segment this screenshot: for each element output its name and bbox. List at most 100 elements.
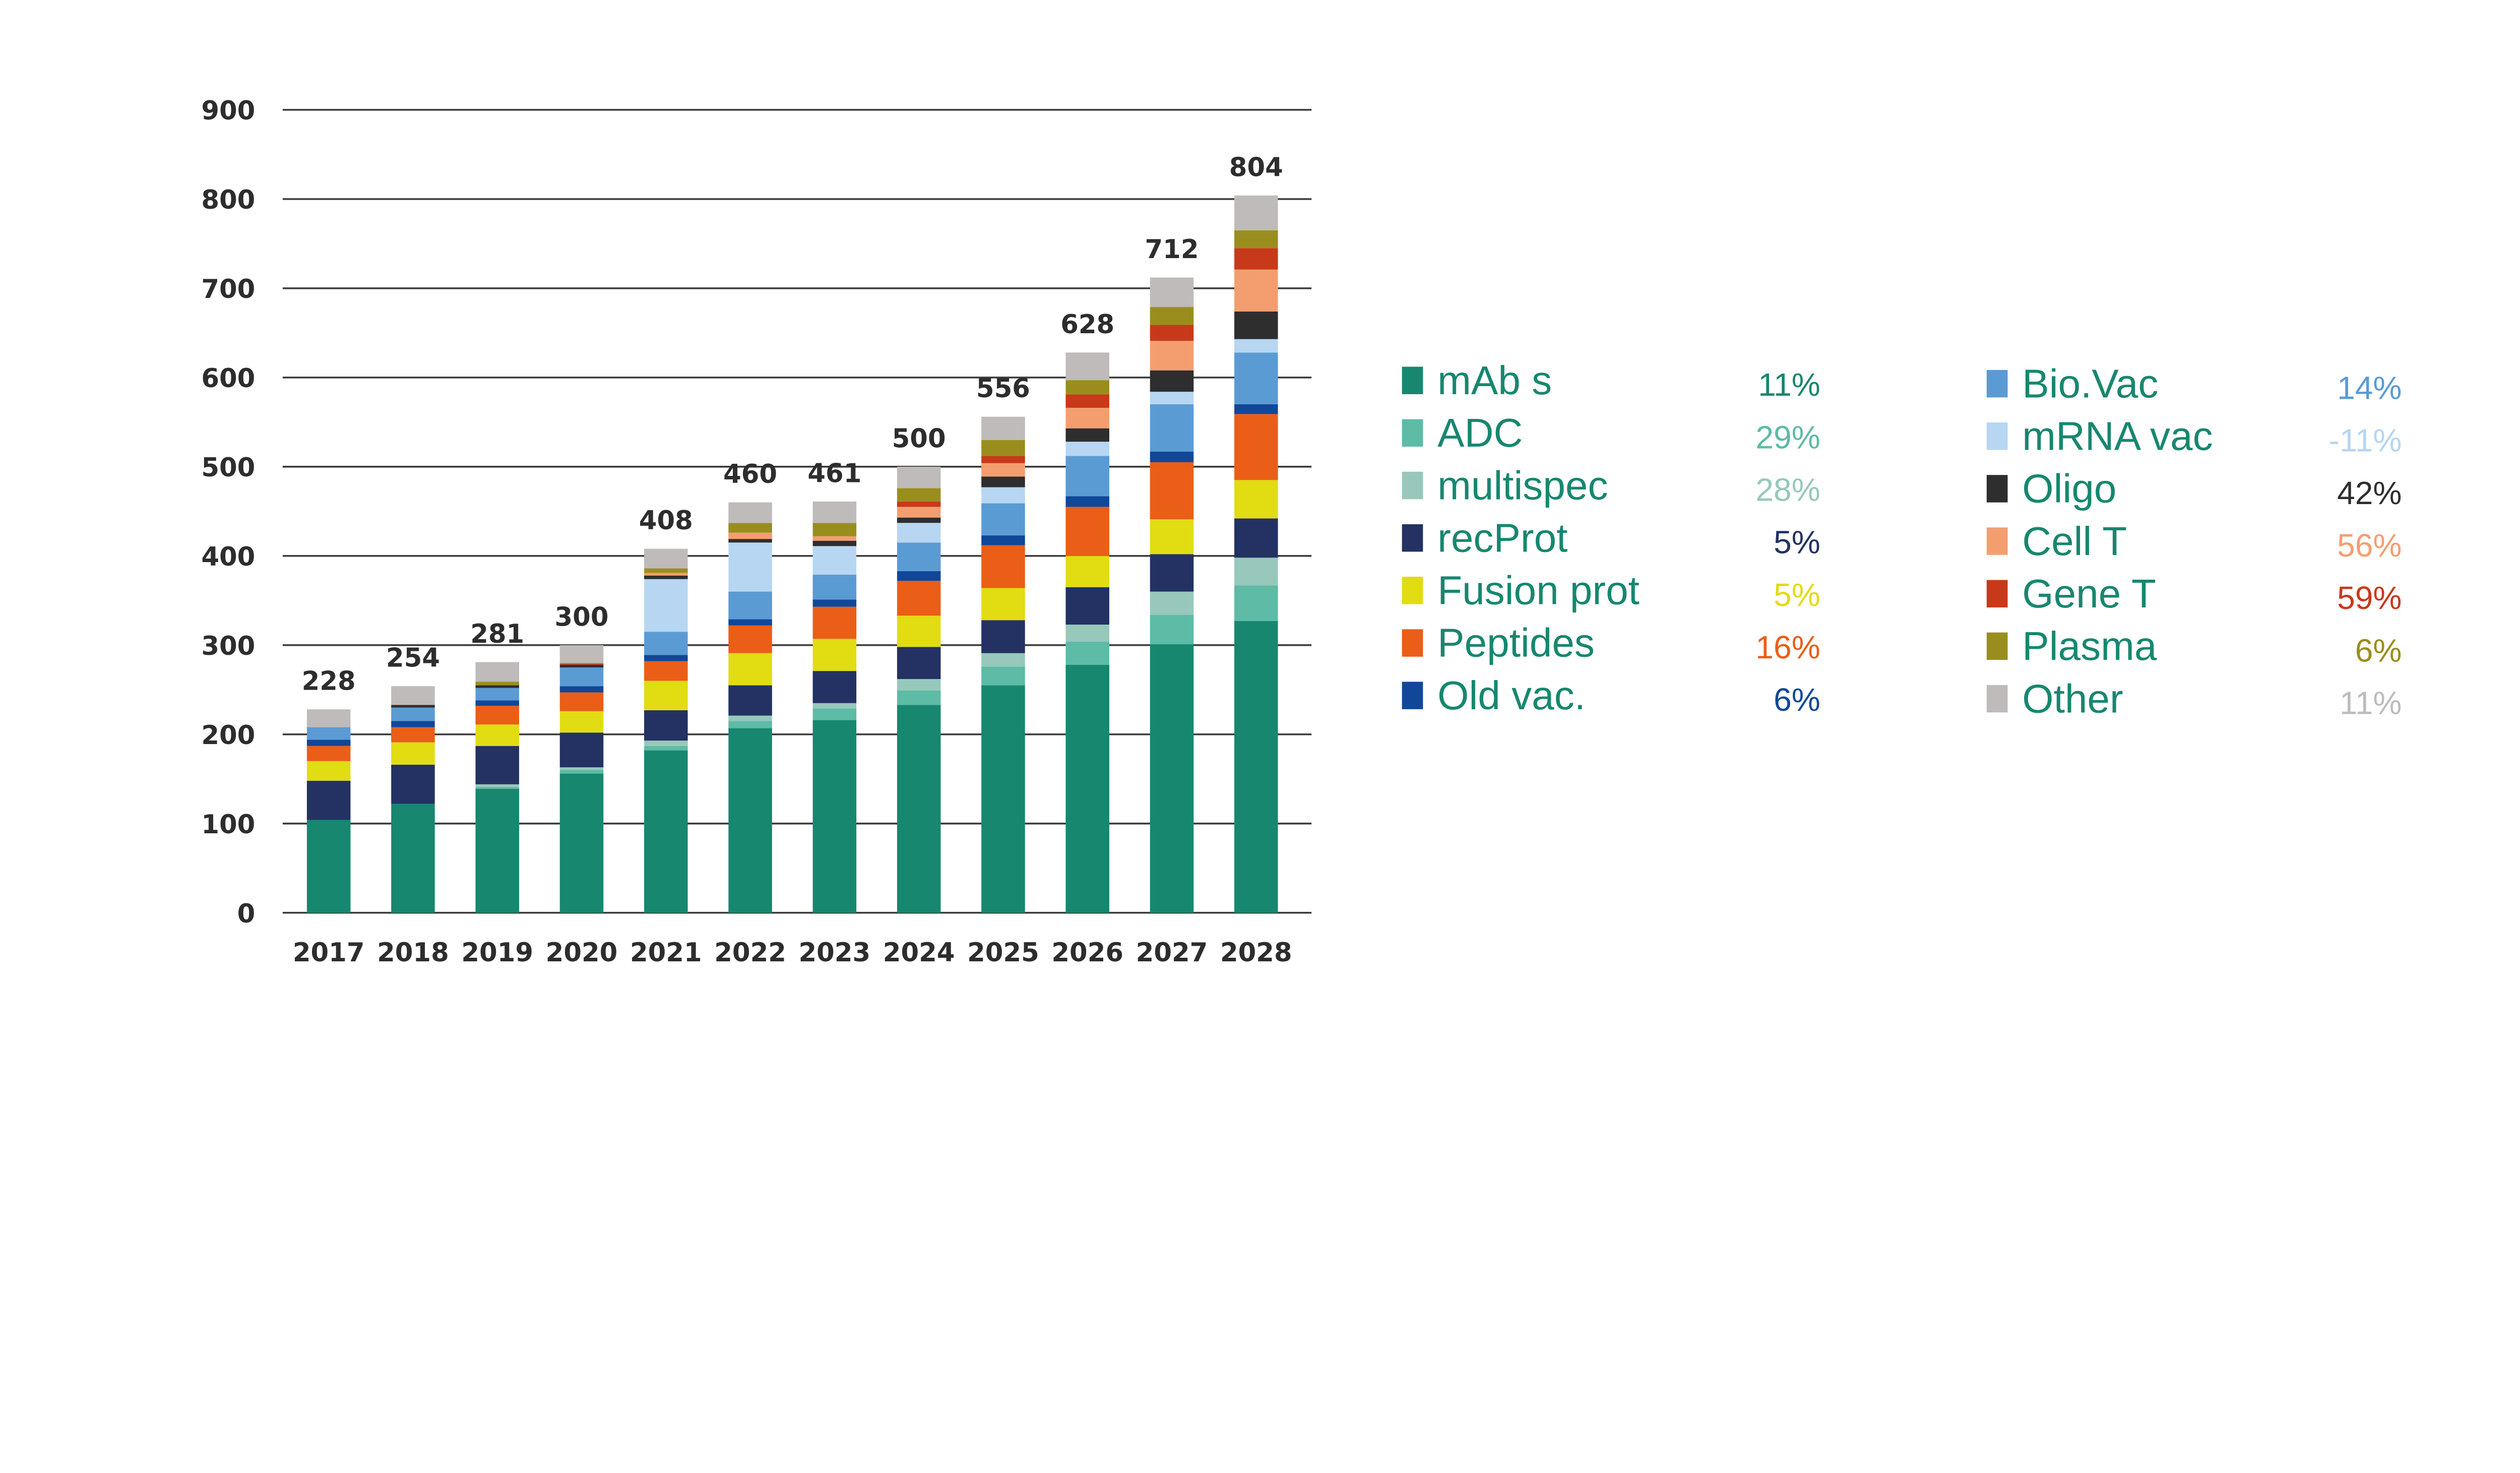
bar-segment-old-vac- (644, 655, 688, 661)
bar-segment-multispec (644, 741, 688, 746)
legend-label: mAb s (1437, 357, 1552, 403)
bar-segment-mab-s (1065, 664, 1109, 913)
total-label: 500 (892, 423, 946, 454)
bar-segment-oligo (812, 540, 857, 546)
legend-item: Cell T 56% (1986, 518, 2402, 564)
bar-segment-bio-vac (897, 542, 941, 571)
legend-item: Fusion prot 5% (1402, 568, 1820, 613)
bar-segment-oligo (475, 685, 519, 688)
bar-segment-gene-t (897, 501, 941, 507)
bar-segment-plasma (644, 568, 688, 573)
bar-segment-plasma (812, 523, 857, 536)
bar-segment-adc (812, 708, 857, 720)
bar-segment-old-vac- (1234, 404, 1278, 414)
bar-segment-plasma (1234, 230, 1278, 249)
bar-segment-adc (1234, 585, 1278, 621)
bar-segment-old-vac- (728, 619, 772, 626)
y-tick-label: 800 (201, 185, 255, 215)
bar-segment-mrna-vac (812, 546, 857, 575)
y-tick-label: 100 (201, 810, 255, 840)
bar-segment-adc (897, 690, 941, 705)
total-label: 254 (386, 643, 440, 673)
bar-segment-peptides (1065, 507, 1109, 556)
bar-segment-recprot (559, 732, 604, 768)
total-label: 408 (639, 506, 693, 536)
legend-growth: 11% (2340, 685, 2402, 721)
legend-growth: 14% (2337, 370, 2402, 406)
bar-segment-oligo (644, 575, 688, 579)
total-label: 461 (807, 458, 861, 488)
stacked-bar-chart: 0 100 200 300 400 500 600 700 800 900 228 254 281 30… (201, 96, 2402, 968)
bar-segment-mab-s (1234, 621, 1278, 913)
bar-segment-fusion-prot (391, 742, 435, 765)
legend-label: Peptides (1437, 620, 1595, 665)
legend-swatch (1402, 366, 1423, 394)
x-tick-label: 2026 (1051, 938, 1123, 968)
bar-segment-fusion-prot (728, 653, 772, 686)
bar-segment-mrna-vac (1150, 392, 1194, 404)
bar-segment-adc (559, 770, 604, 774)
bar-segment-multispec (1150, 591, 1194, 615)
bar-segment-adc (1065, 641, 1109, 665)
x-tick-label: 2021 (630, 938, 702, 968)
legend-growth: 29% (1755, 419, 1820, 455)
y-tick-label: 600 (201, 363, 255, 394)
bar-segment-other (559, 645, 604, 663)
legend-swatch (1986, 422, 2008, 450)
legend-swatch (1986, 580, 2008, 607)
legend-growth: 11% (1758, 366, 1820, 403)
legend-label: Plasma (2022, 623, 2157, 668)
bar-segment-old-vac- (812, 599, 857, 607)
bar-segment-mab-s (812, 720, 857, 913)
bar-segment-peptides (306, 746, 351, 761)
legend-swatch (1402, 471, 1423, 500)
total-label: 804 (1229, 152, 1283, 182)
total-label: 460 (723, 459, 777, 489)
bar-segment-mrna-vac (897, 523, 941, 543)
legend-growth: 42% (2337, 475, 2402, 511)
bar-segment-plasma (981, 440, 1025, 456)
y-tick-label: 700 (201, 274, 255, 304)
x-tick-label: 2023 (799, 938, 871, 968)
legend-swatch (1402, 577, 1423, 604)
bar-segment-bio-vac (391, 707, 435, 721)
legend-growth: 28% (1755, 471, 1820, 508)
x-axis-ticks: 2017 2018 2019 2020 2021 2022 2023 2024 2025 2026… (293, 938, 1292, 968)
bar-segment-multispec (981, 653, 1025, 667)
legend-item: mRNA vac -11% (1986, 413, 2402, 459)
bar-segment-oligo (391, 705, 435, 708)
legend-item: mAb s 11% (1402, 357, 1820, 403)
bar-segment-mrna-vac (1065, 442, 1109, 456)
bar-segment-recprot (644, 710, 688, 741)
legend-label: Oligo (2022, 466, 2116, 511)
legend-label: Gene T (2022, 571, 2156, 616)
legend-swatch (1986, 632, 2008, 660)
legend-growth: 6% (2355, 632, 2402, 668)
bar-segment-fusion-prot (981, 588, 1025, 621)
legend-label: recProt (1437, 515, 1567, 560)
legend-item: Peptides 16% (1402, 620, 1820, 665)
bar-segment-fusion-prot (559, 711, 604, 733)
x-tick-label: 2024 (883, 938, 955, 968)
y-tick-label: 500 (201, 453, 255, 483)
legend-growth: 5% (1774, 577, 1820, 613)
bar-segment-bio-vac (475, 688, 519, 701)
legend-label: Bio.Vac (2022, 360, 2158, 406)
legend-swatch (1402, 419, 1423, 447)
bar-segment-bio-vac (812, 574, 857, 600)
bar-segment-plasma (559, 663, 604, 664)
bar-segment-old-vac- (981, 535, 1025, 545)
bar-segment-other (812, 501, 857, 523)
legend-label: Other (2022, 676, 2123, 721)
bar-segment-other (644, 548, 688, 569)
bar-segment-other (391, 686, 435, 705)
bar-segment-oligo (1065, 428, 1109, 442)
bar-segment-peptides (728, 625, 772, 653)
bar-segment-fusion-prot (897, 616, 941, 647)
bar-segment-old-vac- (306, 740, 351, 746)
bar-segment-adc (1150, 615, 1194, 644)
bar-segment-multispec (728, 715, 772, 721)
bar-segment-recprot (475, 746, 519, 784)
total-label: 556 (976, 374, 1030, 404)
bar-segment-multispec (812, 703, 857, 709)
